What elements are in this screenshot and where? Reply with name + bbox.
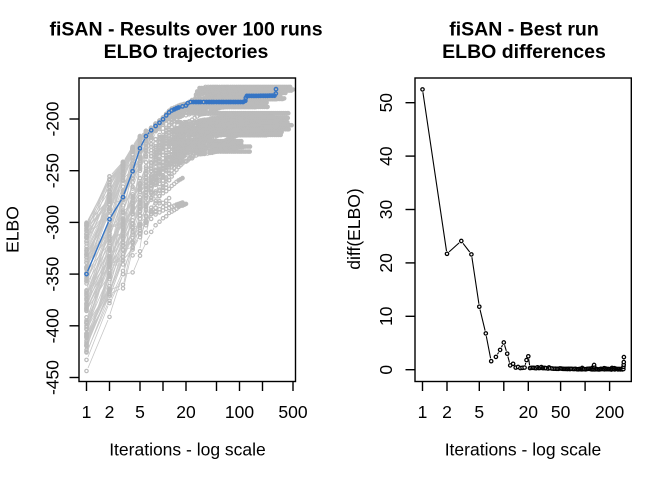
svg-text:20: 20 <box>176 402 196 422</box>
svg-text:fiSAN - Results over 100 runs: fiSAN - Results over 100 runs <box>49 19 322 41</box>
svg-text:1: 1 <box>418 402 428 422</box>
svg-text:40: 40 <box>376 146 396 166</box>
svg-text:Iterations - log scale: Iterations - log scale <box>445 439 602 459</box>
svg-text:50: 50 <box>376 93 396 113</box>
svg-text:100: 100 <box>225 402 254 422</box>
svg-text:20: 20 <box>519 402 539 422</box>
svg-text:fiSAN - Best run: fiSAN - Best run <box>449 19 599 41</box>
svg-text:50: 50 <box>551 402 571 422</box>
svg-text:30: 30 <box>376 200 396 220</box>
svg-text:Iterations - log scale: Iterations - log scale <box>109 439 266 459</box>
svg-text:diff(ELBO): diff(ELBO) <box>344 188 364 269</box>
svg-text:10: 10 <box>376 306 396 326</box>
svg-text:5: 5 <box>135 402 145 422</box>
svg-text:ELBO differences: ELBO differences <box>442 41 606 63</box>
svg-text:-450: -450 <box>43 360 63 395</box>
svg-text:ELBO: ELBO <box>2 206 22 253</box>
svg-text:-250: -250 <box>43 153 63 188</box>
svg-text:-350: -350 <box>43 256 63 291</box>
svg-text:2: 2 <box>442 402 452 422</box>
svg-text:20: 20 <box>376 253 396 273</box>
svg-text:5: 5 <box>474 402 484 422</box>
svg-text:1: 1 <box>82 402 92 422</box>
svg-text:0: 0 <box>376 365 396 375</box>
svg-text:500: 500 <box>278 402 307 422</box>
svg-text:2: 2 <box>105 402 115 422</box>
svg-text:-300: -300 <box>43 205 63 240</box>
svg-text:ELBO trajectories: ELBO trajectories <box>104 41 269 63</box>
svg-text:-400: -400 <box>43 308 63 343</box>
svg-text:200: 200 <box>595 402 624 422</box>
svg-text:-200: -200 <box>43 101 63 136</box>
